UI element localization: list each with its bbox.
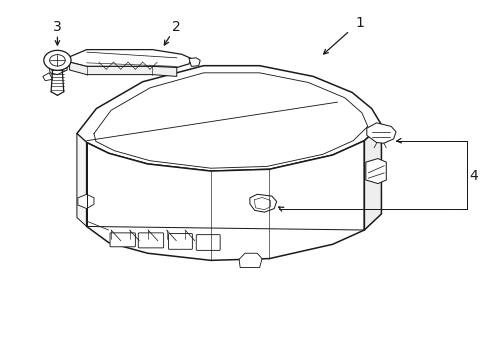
Text: 3: 3	[53, 19, 62, 33]
Polygon shape	[77, 66, 381, 171]
Polygon shape	[366, 158, 386, 184]
FancyBboxPatch shape	[110, 233, 135, 247]
Polygon shape	[87, 141, 365, 260]
Circle shape	[44, 50, 71, 70]
Polygon shape	[77, 134, 87, 226]
FancyBboxPatch shape	[138, 233, 164, 248]
Polygon shape	[239, 253, 262, 267]
Polygon shape	[189, 58, 200, 66]
Polygon shape	[70, 62, 177, 76]
Polygon shape	[365, 125, 381, 230]
Text: 1: 1	[355, 16, 364, 30]
Polygon shape	[43, 73, 52, 81]
Text: 4: 4	[469, 170, 478, 184]
FancyBboxPatch shape	[196, 235, 220, 250]
FancyBboxPatch shape	[169, 234, 193, 249]
Polygon shape	[250, 194, 277, 212]
Text: 2: 2	[172, 19, 181, 33]
Polygon shape	[367, 123, 396, 143]
Polygon shape	[78, 194, 94, 208]
Polygon shape	[67, 50, 192, 67]
Polygon shape	[49, 60, 67, 75]
